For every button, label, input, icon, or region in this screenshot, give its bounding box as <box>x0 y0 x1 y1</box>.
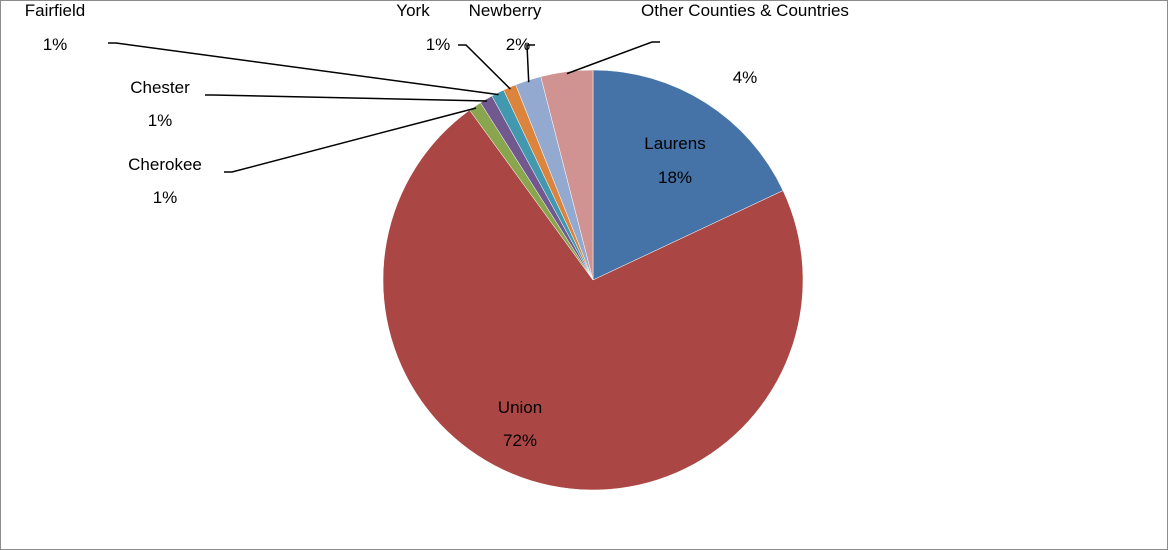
leader-line <box>526 44 535 83</box>
slice-label: Chester <box>130 78 190 97</box>
slice-label: Newberry <box>468 1 542 20</box>
slice-value-label: 2% <box>505 35 531 54</box>
pie-slice <box>592 69 784 281</box>
slice-label: Laurens <box>644 134 706 153</box>
pie-slice <box>540 69 594 281</box>
leader-line <box>108 42 499 96</box>
slice-value-label: 18% <box>657 168 693 187</box>
slice-label: Other Counties & Countries <box>641 1 849 20</box>
leader-line <box>458 44 511 90</box>
slice-label: York <box>396 1 430 20</box>
slice-value-label: 1% <box>147 111 173 130</box>
slice-label: Union <box>497 398 543 417</box>
slice-label: Fairfield <box>24 1 86 20</box>
leader-line <box>224 107 477 173</box>
leader-line <box>205 94 488 102</box>
slice-value-label: 1% <box>425 35 451 54</box>
leader-line <box>566 41 660 75</box>
pie-slice <box>382 109 804 491</box>
slice-value-label: 1% <box>42 35 68 54</box>
slice-value-label: 72% <box>502 431 538 450</box>
slice-value-label: 1% <box>152 188 178 207</box>
slice-label: Cherokee <box>128 155 202 174</box>
slice-value-label: 4% <box>732 68 758 87</box>
